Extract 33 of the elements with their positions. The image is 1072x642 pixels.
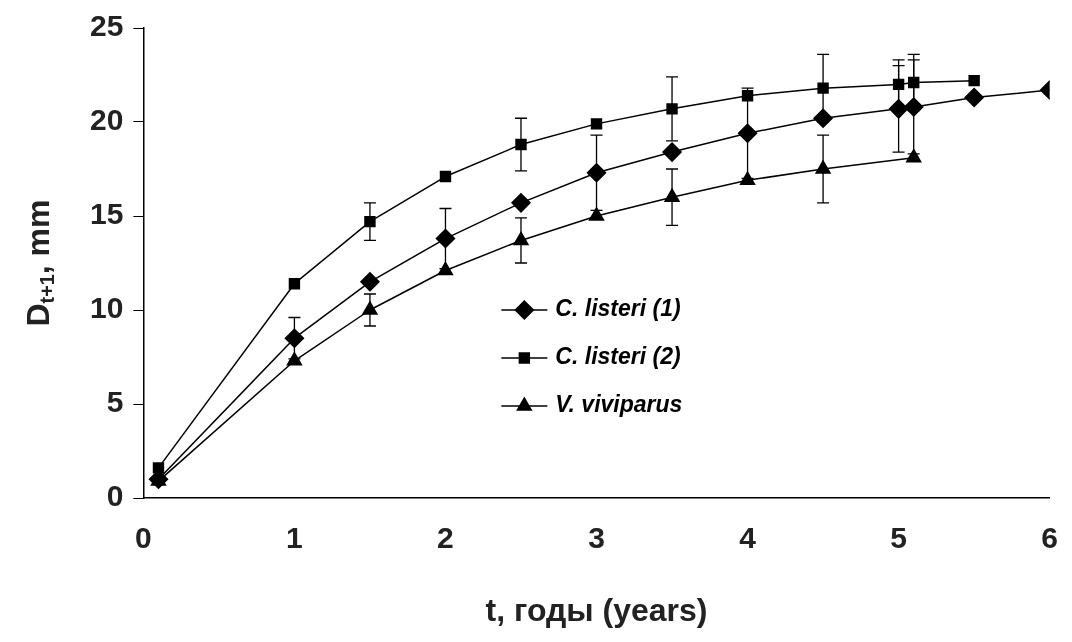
y-tick-label: 10 xyxy=(89,291,124,325)
x-tick-label: 3 xyxy=(588,521,605,555)
y-tick-label: 15 xyxy=(89,197,124,231)
legend-label: C. listeri (2) xyxy=(555,343,681,370)
x-tick-label: 0 xyxy=(135,521,152,555)
legend-label: C. listeri (1) xyxy=(555,295,681,322)
point xyxy=(511,193,531,213)
point xyxy=(284,328,305,348)
point xyxy=(737,123,758,144)
x-tick-label: 5 xyxy=(890,521,907,555)
x-tick-label: 2 xyxy=(437,521,454,555)
point xyxy=(586,163,607,183)
y-tick-label: 5 xyxy=(106,385,124,419)
point xyxy=(360,272,380,292)
x-tick-label: 4 xyxy=(739,521,757,555)
point xyxy=(439,170,452,183)
y-axis-title: Dt+1, mm xyxy=(19,199,59,327)
point xyxy=(968,74,980,87)
legend-label: V. viviparus xyxy=(555,391,683,418)
point xyxy=(435,228,456,249)
point xyxy=(288,277,301,290)
point xyxy=(590,118,603,130)
point xyxy=(588,207,605,221)
x-axis-title: t, годы (years) xyxy=(485,591,708,628)
x-tick-label: 6 xyxy=(1041,521,1058,555)
y-tick-label: 0 xyxy=(106,479,124,513)
y-tick-label: 25 xyxy=(89,9,124,43)
point xyxy=(964,87,984,108)
y-tick-label: 20 xyxy=(89,103,124,137)
x-tick-label: 1 xyxy=(286,521,303,555)
point xyxy=(817,82,829,94)
point xyxy=(662,142,682,162)
point xyxy=(666,103,678,115)
